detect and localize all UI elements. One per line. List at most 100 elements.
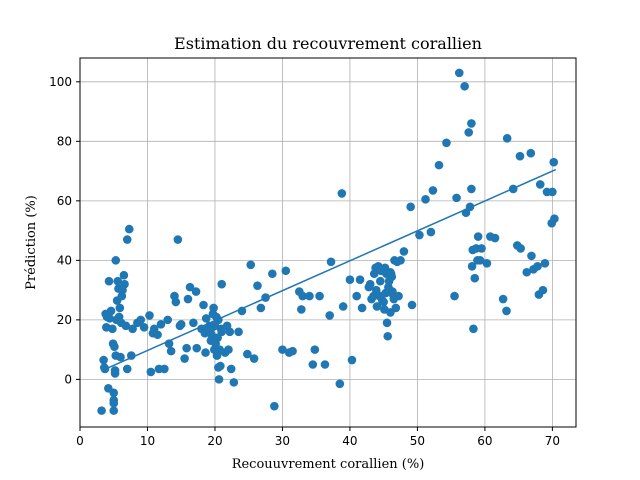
data-point: [355, 275, 365, 284]
data-point: [467, 119, 476, 128]
data-point: [470, 273, 480, 283]
data-point: [110, 366, 120, 375]
data-point: [288, 346, 297, 356]
data-point: [116, 352, 125, 362]
data-point: [182, 343, 191, 353]
data-point: [113, 276, 123, 286]
data-point: [106, 306, 116, 316]
y-axis-label: Prédiction (%): [24, 195, 39, 290]
data-points: [97, 68, 559, 415]
data-point: [454, 68, 464, 78]
data-point: [224, 345, 233, 354]
x-tick-label: 0: [76, 434, 84, 448]
y-tick-label: 60: [57, 194, 72, 208]
data-point: [421, 195, 430, 204]
x-tick-label: 70: [545, 434, 560, 448]
data-point: [460, 81, 469, 91]
y-tick-label: 80: [57, 134, 72, 148]
data-point: [326, 257, 336, 267]
data-point: [109, 406, 119, 415]
data-point: [538, 285, 548, 295]
data-point: [516, 244, 525, 253]
trend-line: [103, 168, 557, 371]
data-point: [126, 351, 136, 360]
data-point: [122, 235, 132, 244]
data-point: [407, 300, 417, 310]
data-point: [387, 272, 397, 282]
data-point: [391, 303, 401, 313]
data-point: [297, 305, 306, 314]
data-point: [99, 355, 108, 365]
data-point: [104, 276, 114, 286]
data-point: [119, 270, 129, 280]
data-point: [434, 160, 444, 170]
grid-lines: [79, 58, 576, 427]
data-point: [124, 224, 134, 234]
data-point: [163, 315, 173, 325]
data-point: [226, 364, 236, 374]
y-tick-label: 20: [57, 313, 72, 327]
data-point: [249, 354, 259, 363]
data-point: [216, 361, 225, 371]
data-point: [146, 367, 156, 377]
data-point: [105, 314, 114, 323]
data-point: [298, 291, 307, 301]
data-point: [115, 303, 125, 313]
data-point: [442, 138, 451, 148]
axis-ticks: 0 10 20 30 40 50 60 70 0 20 40 60 80 100: [49, 75, 560, 448]
data-point: [217, 279, 227, 289]
data-point: [145, 311, 154, 320]
x-tick-label: 10: [140, 434, 155, 448]
data-point: [428, 186, 438, 195]
data-point: [176, 320, 186, 329]
data-point: [171, 297, 181, 307]
data-point: [475, 256, 485, 265]
data-point: [253, 281, 262, 290]
data-point: [347, 355, 357, 365]
data-point: [234, 327, 243, 337]
data-point: [110, 342, 119, 351]
data-point: [185, 282, 195, 292]
data-point: [337, 189, 347, 198]
data-point: [109, 388, 119, 398]
data-point: [338, 302, 348, 311]
data-point: [308, 360, 318, 369]
data-point: [502, 134, 512, 143]
axes-frame: [79, 57, 577, 428]
data-point: [246, 260, 256, 270]
data-point: [379, 297, 388, 307]
data-point: [160, 364, 169, 374]
data-point: [335, 379, 345, 389]
data-point: [550, 214, 559, 223]
data-point: [533, 262, 542, 271]
data-point: [345, 275, 355, 284]
data-point: [192, 343, 202, 353]
data-point: [320, 360, 330, 369]
x-axis-label: Recouuvrement corallien (%): [232, 457, 425, 472]
data-point: [268, 269, 277, 279]
data-point: [120, 279, 129, 289]
data-point: [111, 256, 121, 265]
data-point: [357, 303, 367, 313]
data-point: [199, 300, 208, 310]
x-tick-label: 30: [275, 434, 290, 448]
y-tick-label: 0: [64, 372, 72, 386]
data-point: [383, 331, 393, 341]
data-point: [469, 324, 478, 334]
data-point: [166, 346, 176, 356]
data-point: [315, 291, 324, 301]
data-point: [214, 375, 224, 384]
data-point: [209, 303, 218, 313]
data-point: [278, 345, 287, 354]
data-point: [372, 302, 382, 311]
data-point: [467, 184, 476, 194]
data-point: [375, 276, 385, 286]
data-point: [477, 244, 486, 253]
data-point: [97, 406, 106, 415]
data-point: [325, 311, 334, 320]
data-point: [305, 291, 314, 301]
data-point: [270, 401, 279, 411]
data-point: [548, 187, 557, 197]
